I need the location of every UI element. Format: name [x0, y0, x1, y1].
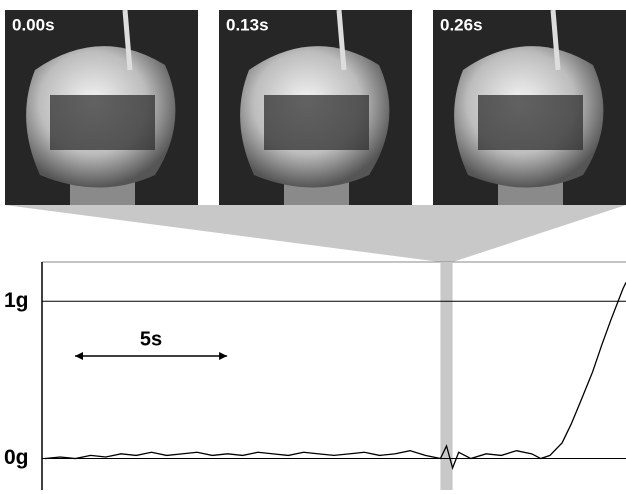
reflection: [50, 95, 155, 150]
plot: 0g 1g 5s: [4, 262, 626, 490]
scale-label: 5s: [140, 328, 162, 350]
y-tick-label: 0g: [4, 446, 29, 469]
figure: 0.00s 0.13s 0.26s 0g 1g 5s: [0, 0, 626, 494]
reflection: [478, 95, 583, 150]
photo: 0.13s: [219, 10, 412, 205]
frame-label: 0.26s: [440, 15, 483, 34]
frame-label: 0.00s: [12, 15, 55, 34]
frames: 0.00s 0.13s 0.26s: [5, 10, 626, 262]
zoom-shade: [5, 205, 626, 262]
reflection: [264, 95, 369, 150]
photo: 0.00s: [5, 10, 198, 205]
frame-label: 0.13s: [226, 15, 269, 34]
trace: [45, 282, 626, 468]
photo: 0.26s: [433, 10, 626, 205]
y-tick-label: 1g: [4, 289, 29, 312]
